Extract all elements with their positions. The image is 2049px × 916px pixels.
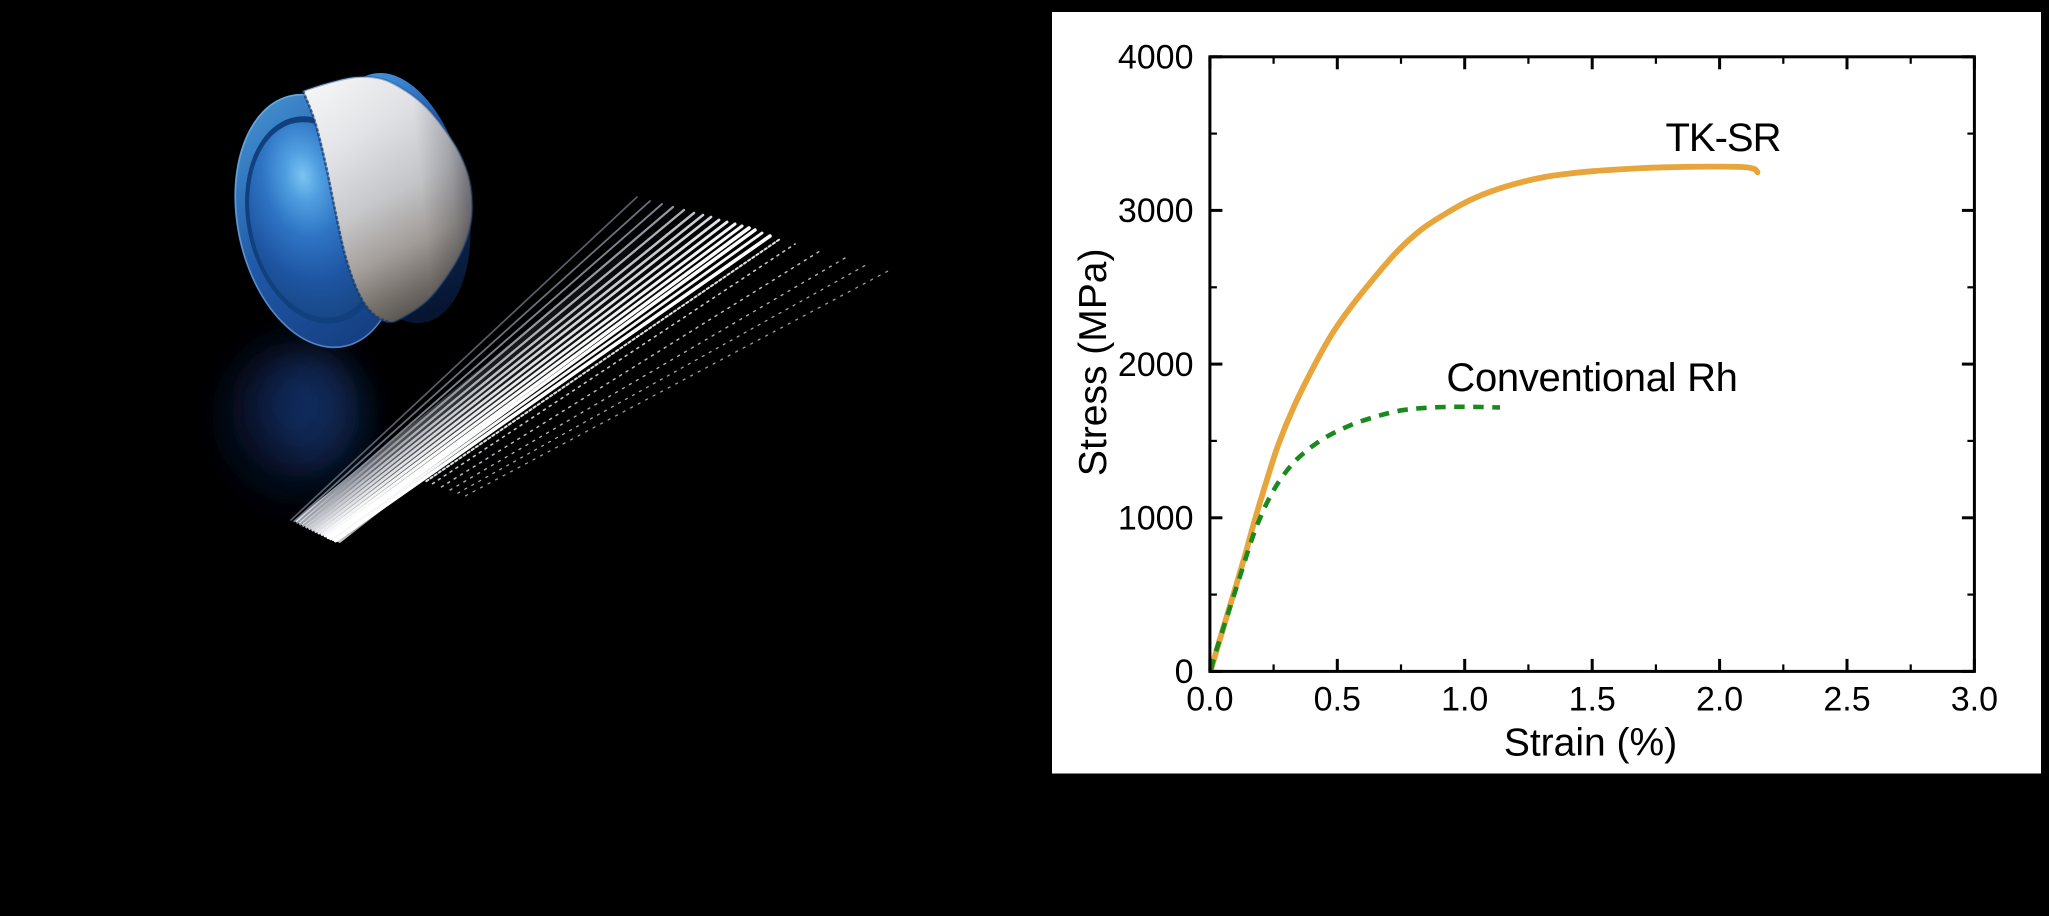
svg-text:3.0: 3.0 xyxy=(1951,681,1998,719)
svg-text:1.0: 1.0 xyxy=(1441,681,1488,719)
svg-text:2.5: 2.5 xyxy=(1823,681,1870,719)
svg-text:2000: 2000 xyxy=(1118,346,1194,384)
svg-text:0.5: 0.5 xyxy=(1314,681,1361,719)
svg-text:Conventional Rh: Conventional Rh xyxy=(1446,356,1737,400)
svg-text:4000: 4000 xyxy=(1118,39,1194,77)
svg-text:0.0: 0.0 xyxy=(1186,681,1233,719)
svg-text:1000: 1000 xyxy=(1118,500,1194,538)
svg-text:Strain (%): Strain (%) xyxy=(1504,722,1677,765)
svg-text:2.0: 2.0 xyxy=(1696,681,1743,719)
svg-text:0: 0 xyxy=(1175,653,1194,691)
svg-text:Stress (MPa): Stress (MPa) xyxy=(1072,249,1115,477)
svg-text:1.5: 1.5 xyxy=(1569,681,1616,719)
svg-text:3000: 3000 xyxy=(1118,192,1194,230)
svg-text:TK-SR: TK-SR xyxy=(1666,116,1781,160)
